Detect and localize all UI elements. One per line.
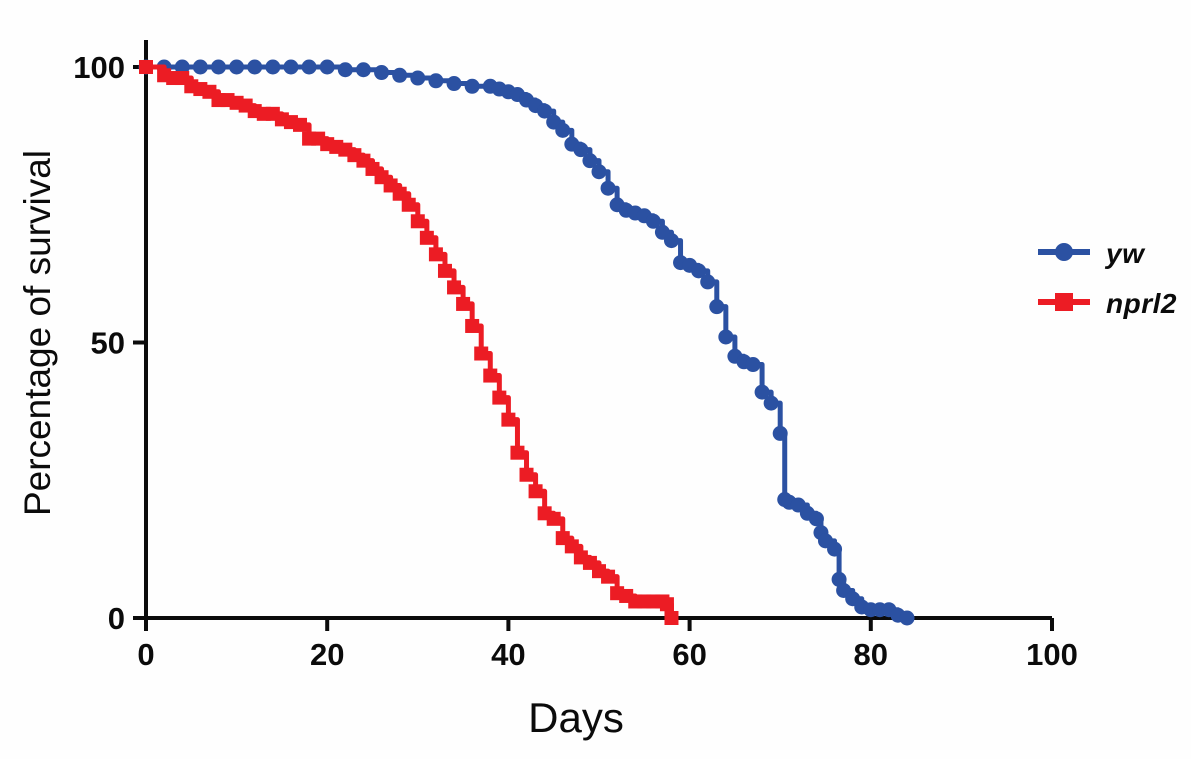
legend-label-nprl2: nprl2 [1106,288,1177,319]
svg-text:60: 60 [672,637,706,672]
nprl2-line-square-swatch [1036,290,1092,319]
svg-text:50: 50 [91,326,125,361]
legend: yw nprl2 [1036,238,1177,320]
legend-label-yw: yw [1106,238,1145,269]
svg-text:100: 100 [73,50,125,85]
svg-text:40: 40 [491,637,525,672]
svg-text:0: 0 [137,637,154,672]
legend-item-nprl2: nprl2 [1036,288,1177,320]
x-axis-label: Days [528,694,624,741]
yw-line-circle-swatch [1036,240,1092,269]
svg-text:100: 100 [1026,637,1078,672]
legend-item-yw: yw [1036,238,1177,270]
y-axis-label: Percentage of survival [17,149,58,517]
svg-text:0: 0 [108,601,125,636]
svg-text:80: 80 [854,637,888,672]
svg-text:20: 20 [310,637,344,672]
